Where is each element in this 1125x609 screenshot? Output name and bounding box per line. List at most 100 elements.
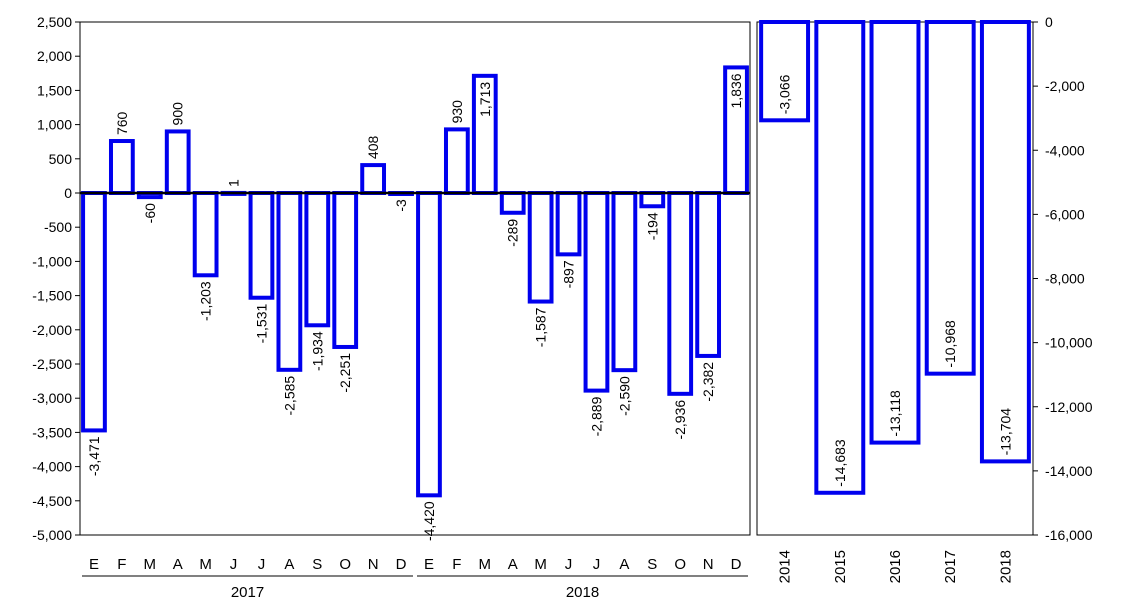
y-tick-label-right: -4,000 xyxy=(1045,142,1085,158)
y-tick-label-left: 500 xyxy=(49,151,73,167)
x-category-label: F xyxy=(117,556,126,573)
y-tick-label-left: 2,000 xyxy=(37,48,72,64)
x-category-label: M xyxy=(144,556,157,573)
bar-value-label: -1,934 xyxy=(309,331,325,371)
bar-month xyxy=(499,191,526,215)
bar-value-label: 408 xyxy=(365,136,381,160)
bar-value-label: 760 xyxy=(114,111,130,135)
x-category-label: S xyxy=(647,556,657,573)
y-tick-label-left: -1,000 xyxy=(32,253,72,269)
bar-month xyxy=(304,191,331,328)
bar-value-label: -289 xyxy=(505,219,521,247)
bar-month xyxy=(360,163,387,196)
bar-value-label: -2,889 xyxy=(588,396,604,436)
x-category-label: J xyxy=(593,556,601,573)
y-tick-label-left: 1,000 xyxy=(37,117,72,133)
plot-frame-monthly xyxy=(79,21,751,536)
year-group-label: 2018 xyxy=(566,584,599,601)
y-tick-label-left: -500 xyxy=(44,219,72,235)
plot-frame-annual xyxy=(756,21,1034,536)
y-tick-label-left: -5,000 xyxy=(32,527,72,543)
bar-value-label: -2,590 xyxy=(616,376,632,416)
bar-month xyxy=(611,191,638,373)
y-tick-label-left: -1,500 xyxy=(32,288,72,304)
bar-value-label: 900 xyxy=(170,102,186,126)
x-category-label: M xyxy=(479,556,492,573)
bar-month xyxy=(639,191,666,209)
x-category-label: A xyxy=(284,556,294,573)
y-tick-label-right: -6,000 xyxy=(1045,206,1085,222)
y-tick-label-left: -3,500 xyxy=(32,424,72,440)
bar-month xyxy=(695,191,722,358)
bar-value-label: -897 xyxy=(561,260,577,288)
year-group-label: 2017 xyxy=(231,584,264,601)
bar-value-label: -60 xyxy=(142,203,158,223)
x-category-label: N xyxy=(703,556,714,573)
y-tick-label-right: 0 xyxy=(1045,14,1053,30)
bar-year xyxy=(869,20,921,445)
bar-value-label: -13,118 xyxy=(887,390,903,437)
y-tick-label-right: -12,000 xyxy=(1045,399,1093,415)
bar-value-label: -2,382 xyxy=(700,362,716,402)
bar-value-label: -194 xyxy=(644,212,660,240)
x-category-label: A xyxy=(173,556,183,573)
y-tick-label-right: -10,000 xyxy=(1045,335,1093,351)
y-tick-label-right: -14,000 xyxy=(1045,463,1093,479)
bar-year xyxy=(814,20,866,495)
bar-year xyxy=(979,20,1031,464)
x-category-label: A xyxy=(619,556,629,573)
x-category-label: N xyxy=(368,556,379,573)
bar-value-label: -1,587 xyxy=(533,307,549,347)
x-category-label: O xyxy=(339,556,351,573)
bar-month xyxy=(667,191,694,396)
y-tick-label-left: -3,000 xyxy=(32,390,72,406)
y-tick-label-right: -16,000 xyxy=(1045,527,1093,543)
x-category-label: E xyxy=(89,556,99,573)
y-tick-label-left: 2,500 xyxy=(37,14,72,30)
bar-month xyxy=(248,191,275,300)
x-category-label: 2017 xyxy=(942,550,959,583)
bar-value-label: -3,471 xyxy=(86,436,102,476)
bar-value-label: -2,936 xyxy=(672,400,688,440)
bar-month xyxy=(332,191,359,349)
bar-value-label: 1,836 xyxy=(728,73,744,108)
bar-month xyxy=(164,129,191,196)
bar-month xyxy=(527,191,554,304)
x-category-label: J xyxy=(565,556,573,573)
x-category-label: J xyxy=(258,556,266,573)
x-category-label: M xyxy=(199,556,212,573)
bar-value-label: -10,968 xyxy=(942,320,958,368)
bar-year xyxy=(924,20,976,376)
bar-value-label: 1,713 xyxy=(477,82,493,117)
x-category-label: 2018 xyxy=(997,550,1014,583)
x-category-label: D xyxy=(396,556,407,573)
x-category-label: 2015 xyxy=(832,550,849,583)
y-tick-label-left: -4,500 xyxy=(32,493,72,509)
y-tick-label-left: -4,000 xyxy=(32,459,72,475)
bar-value-label: -2,585 xyxy=(281,376,297,416)
bar-value-label: -3,066 xyxy=(777,74,793,114)
bar-value-label: -1,531 xyxy=(253,304,269,344)
bar-value-label: 1 xyxy=(226,179,242,187)
bar-month xyxy=(416,191,442,498)
x-category-label: 2016 xyxy=(887,550,904,583)
bar-month xyxy=(192,191,219,278)
x-category-label: M xyxy=(534,556,547,573)
bar-month xyxy=(276,191,303,372)
y-tick-label-left: -2,500 xyxy=(32,356,72,372)
y-tick-label-right: -8,000 xyxy=(1045,271,1085,287)
x-category-label: E xyxy=(424,556,434,573)
bar-value-label: 930 xyxy=(449,100,465,124)
bar-month xyxy=(81,191,107,433)
x-category-label: D xyxy=(731,556,742,573)
bar-value-label: -4,420 xyxy=(421,501,437,541)
x-category-label: O xyxy=(674,556,686,573)
bar-value-label: -13,704 xyxy=(997,408,1013,456)
bar-month xyxy=(555,191,582,257)
bar-month xyxy=(443,127,470,195)
bar-month xyxy=(108,139,135,196)
x-category-label: J xyxy=(230,556,238,573)
bar-value-label: -1,203 xyxy=(198,281,214,321)
